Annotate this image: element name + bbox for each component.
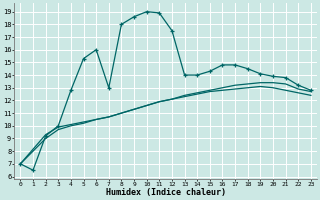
X-axis label: Humidex (Indice chaleur): Humidex (Indice chaleur) <box>106 188 226 197</box>
